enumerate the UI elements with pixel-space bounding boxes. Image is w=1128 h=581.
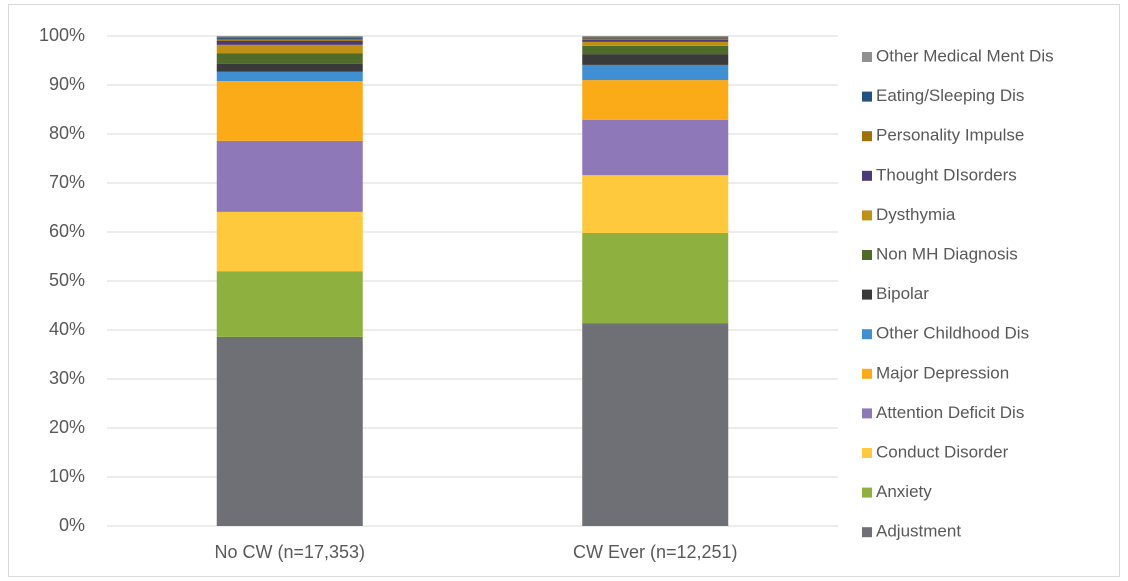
bar-segment	[216, 37, 363, 39]
y-tick-label: 40%	[49, 319, 85, 339]
legend-swatch	[862, 487, 872, 498]
y-tick-label: 30%	[49, 368, 85, 388]
bar-segment	[216, 140, 363, 212]
legend-swatch	[862, 329, 872, 340]
bar-segment	[216, 81, 363, 141]
bar-segment	[216, 211, 363, 272]
bar-segment	[582, 36, 729, 38]
legend-swatch	[862, 91, 872, 102]
legend-swatch	[862, 448, 872, 458]
bar-segment	[216, 38, 363, 41]
y-tick-label: 10%	[49, 466, 85, 486]
bar-segment	[582, 45, 729, 55]
x-tick-label: CW Ever (n=12,251)	[573, 542, 738, 562]
legend-label: Dysthymia	[876, 205, 956, 224]
y-tick-label: 50%	[49, 270, 85, 290]
bar-segment	[582, 175, 729, 233]
legend-label: Adjustment	[876, 522, 961, 541]
legend-swatch	[862, 368, 872, 379]
legend-swatch	[862, 250, 872, 260]
bar-segment	[216, 63, 363, 72]
legend-swatch	[862, 131, 872, 142]
y-tick-label: 20%	[49, 417, 85, 437]
y-tick-label: 100%	[39, 25, 85, 45]
bar-segment	[216, 71, 363, 82]
legend-label: Bipolar	[876, 284, 929, 303]
legend-label: Eating/Sleeping Dis	[876, 86, 1024, 105]
bar-segment	[582, 323, 729, 526]
legend-label: Other Childhood Dis	[876, 324, 1029, 343]
legend-swatch	[862, 408, 872, 419]
legend-label: Personality Impulse	[876, 126, 1024, 145]
bar-segment	[582, 64, 729, 81]
bar-segment	[582, 37, 729, 39]
legend-swatch	[862, 527, 872, 538]
bar-segment	[582, 41, 729, 46]
legend-swatch	[862, 52, 872, 62]
y-tick-label: 80%	[49, 123, 85, 143]
chart-border	[8, 4, 1120, 577]
legend-label: Attention Deficit Dis	[876, 403, 1024, 422]
bar-segment	[582, 232, 729, 324]
bar-segment	[216, 53, 363, 64]
y-tick-label: 60%	[49, 221, 85, 241]
legend-swatch	[862, 289, 872, 300]
y-tick-label: 0%	[59, 515, 85, 535]
legend-label: Other Medical Ment Dis	[876, 46, 1054, 65]
x-tick-label: No CW (n=17,353)	[214, 542, 365, 562]
bar-segment	[582, 39, 729, 42]
bar-segment	[216, 40, 363, 45]
y-tick-label: 90%	[49, 74, 85, 94]
legend-swatch	[862, 170, 872, 181]
legend-label: Conduct Disorder	[876, 442, 1009, 461]
bar-segment	[582, 119, 729, 176]
bar-segment	[216, 44, 363, 54]
legend-swatch	[862, 210, 872, 221]
bar-segment	[216, 271, 363, 337]
legend-label: Non MH Diagnosis	[876, 244, 1018, 263]
bar-segment	[582, 54, 729, 65]
legend-label: Major Depression	[876, 363, 1009, 382]
y-tick-label: 70%	[49, 172, 85, 192]
bar-segment	[216, 336, 363, 526]
legend-label: Thought DIsorders	[876, 165, 1017, 184]
bar-segment	[216, 36, 363, 38]
legend-label: Anxiety	[876, 482, 932, 501]
bar-segment	[582, 38, 729, 40]
bar-segment	[582, 80, 729, 120]
